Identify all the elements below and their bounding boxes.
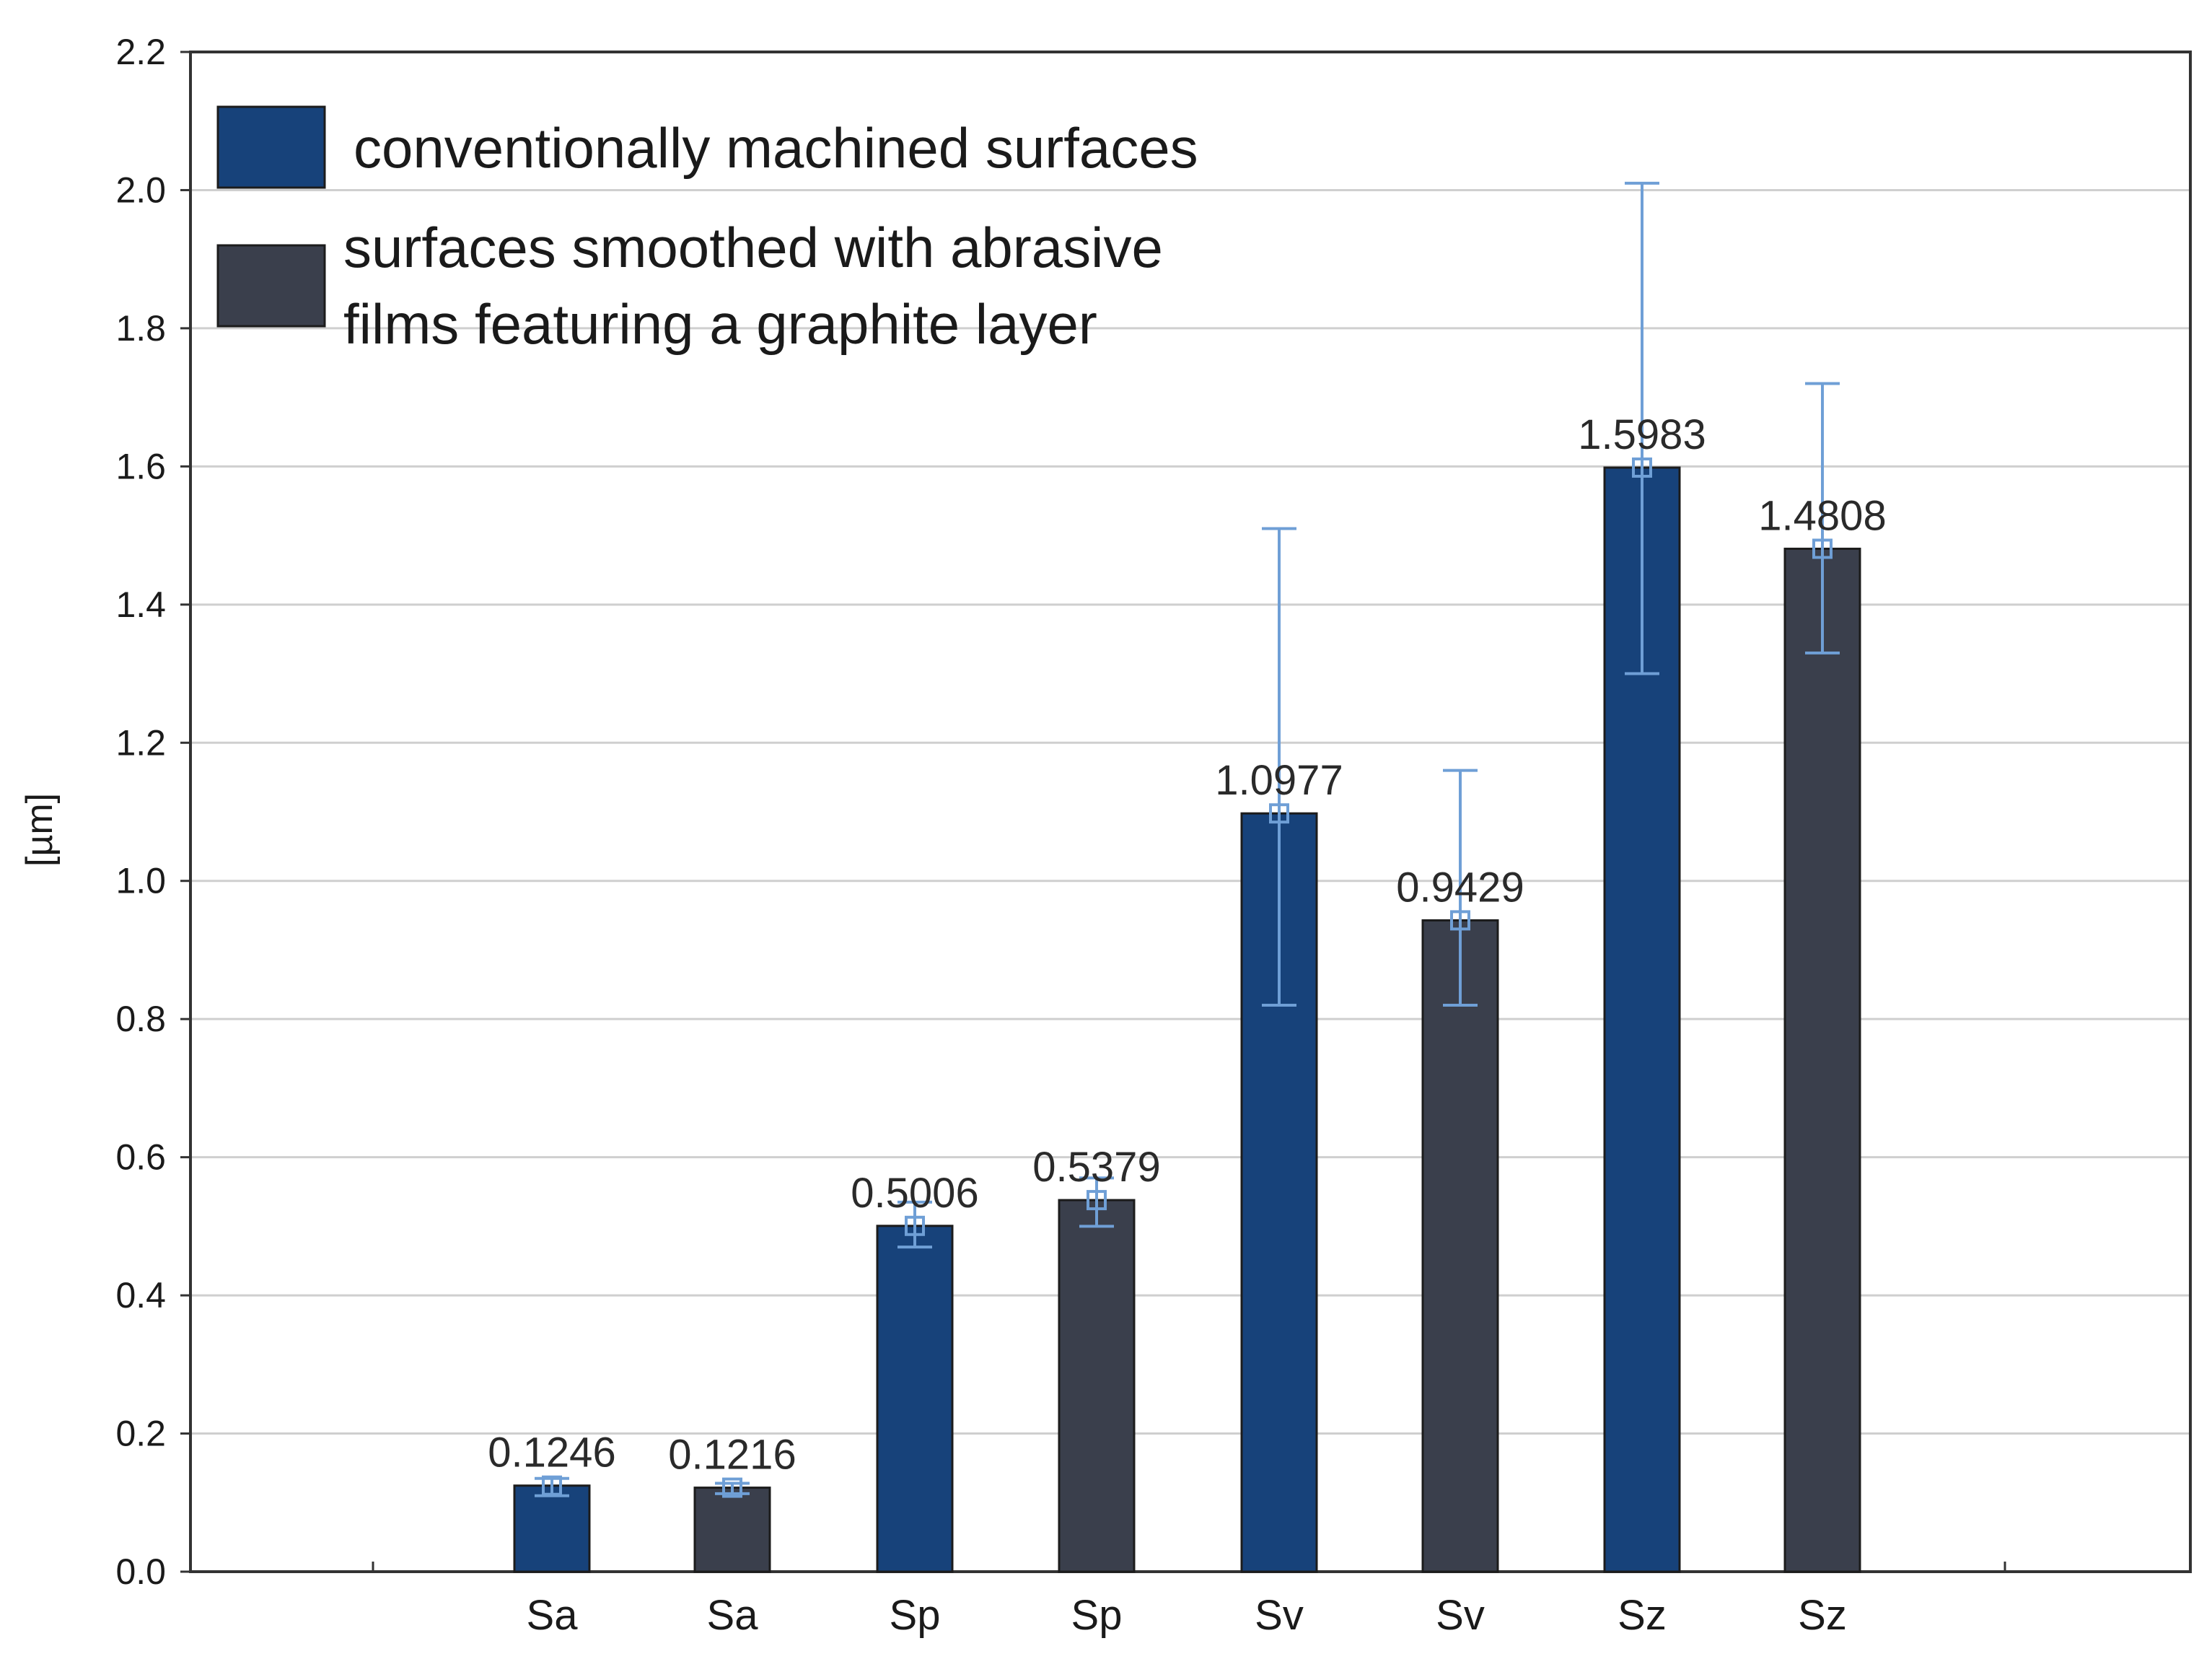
- bar-sv-graphite: [1421, 919, 1499, 1573]
- y-tick-label: 2.0: [115, 170, 166, 210]
- y-tick-label: 1.8: [115, 308, 166, 349]
- bar-sp-graphite: [1058, 1199, 1136, 1573]
- value-label: 0.1216: [668, 1432, 796, 1479]
- y-tick-label: 1.6: [115, 446, 166, 486]
- mean-marker: [1812, 538, 1833, 559]
- category-label: Sp: [890, 1592, 941, 1639]
- y-tick-label: 2.2: [115, 32, 166, 72]
- value-label: 0.9429: [1396, 864, 1524, 911]
- value-label: 0.5006: [851, 1170, 978, 1217]
- y-tick-label: 0.2: [115, 1414, 166, 1454]
- mean-marker: [542, 1475, 562, 1496]
- legend-swatch-conventional: [216, 105, 326, 189]
- value-label: 0.1246: [488, 1430, 615, 1476]
- bar-sa-graphite: [693, 1487, 771, 1573]
- value-labels: 0.1246 0.1216 0.5006 0.5379 1.0977 0.9429 1.59…: [488, 411, 1886, 1479]
- bar-sz-graphite: [1783, 547, 1861, 1573]
- bar-sp-conventional: [876, 1225, 954, 1573]
- legend-label: films featuring a graphite layer: [343, 292, 1097, 356]
- mean-marker: [1269, 803, 1289, 824]
- y-axis-label: [µm]: [19, 793, 61, 867]
- category-label: Sa: [527, 1592, 579, 1639]
- y-tick-label: 0.6: [115, 1137, 166, 1178]
- y-axis-ticks: 0.0 0.2 0.4 0.6 0.8 1.0 1.2 1.4 1.6 1.8 2.0 2.2: [115, 32, 190, 1592]
- category-label: Sv: [1255, 1592, 1304, 1639]
- mean-marker: [1450, 910, 1470, 931]
- y-tick-label: 1.2: [115, 722, 166, 763]
- legend-label: conventionally machined surfaces: [354, 116, 1198, 180]
- value-label: 0.5379: [1032, 1144, 1160, 1191]
- category-label: Sz: [1798, 1592, 1847, 1639]
- category-label: Sp: [1071, 1592, 1123, 1639]
- value-label: 1.4808: [1758, 492, 1886, 539]
- y-tick-label: 1.4: [115, 585, 166, 625]
- y-tick-label: 1.0: [115, 861, 166, 901]
- value-label: 1.5983: [1578, 411, 1706, 458]
- plot-frame: [189, 51, 2192, 1573]
- y-tick-label: 0.0: [115, 1551, 166, 1592]
- y-tick-label: 0.8: [115, 999, 166, 1039]
- legend-swatch-graphite: [216, 244, 326, 328]
- mean-marker: [905, 1215, 925, 1236]
- mean-marker: [1087, 1190, 1107, 1211]
- y-tick-label: 0.4: [115, 1275, 166, 1316]
- category-labels: Sa Sa Sp Sp Sv Sv Sz Sz: [527, 1592, 1847, 1639]
- legend-label: surfaces smoothed with abrasive: [343, 216, 1163, 279]
- category-label: Sz: [1618, 1592, 1667, 1639]
- category-label: Sa: [707, 1592, 759, 1639]
- mean-marker: [1632, 457, 1652, 478]
- bar-sa-conventional: [513, 1484, 591, 1573]
- category-label: Sv: [1436, 1592, 1485, 1639]
- error-bars: [535, 181, 1840, 1498]
- legend: conventionally machined surfaces surfaces…: [216, 105, 1198, 356]
- value-label: 1.0977: [1215, 757, 1343, 804]
- mean-marker: [722, 1477, 742, 1498]
